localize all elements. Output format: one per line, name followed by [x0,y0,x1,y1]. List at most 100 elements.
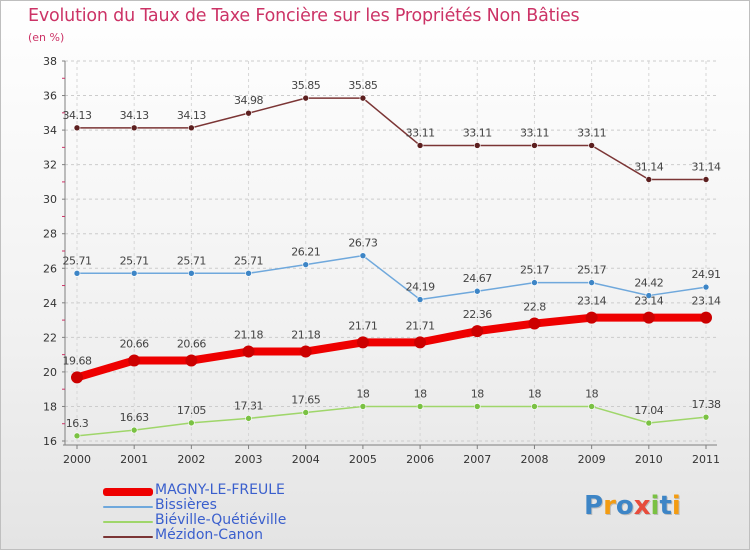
data-label-bissi-res: 24.42 [634,277,663,290]
series-line-bi-ville-qu-ti-ville [76,405,707,437]
data-label-m-zidon-canon: 34.13 [177,109,206,122]
data-label-bi-ville-qu-ti-ville: 17.05 [177,404,206,417]
data-label-bi-ville-qu-ti-ville: 16.3 [66,417,89,430]
data-label-magny-le-freule: 20.66 [177,338,206,351]
data-point-magny-le-freule [242,345,255,358]
logo-letter: P [584,491,604,521]
y-tick-label: 32 [43,159,57,172]
data-label-magny-le-freule: 21.71 [348,319,377,332]
logo-letter: o [615,491,634,521]
data-point-m-zidon-canon [188,124,195,132]
logo-letter: i [650,491,660,521]
data-label-magny-le-freule: 22.8 [523,301,546,314]
data-point-bissi-res [416,296,424,303]
data-point-m-zidon-canon [416,142,424,149]
data-label-m-zidon-canon: 35.85 [291,79,320,92]
y-tick-label: 34 [43,124,57,137]
data-point-magny-le-freule [299,345,312,358]
data-label-bi-ville-qu-ti-ville: 17.04 [634,404,663,417]
x-tick-label: 2005 [349,453,377,466]
data-label-magny-le-freule: 21.71 [406,319,435,332]
data-label-bi-ville-qu-ti-ville: 18 [471,387,484,400]
chart-title: Evolution du Taux de Taxe Foncière sur l… [28,6,580,26]
legend-swatch [103,488,153,496]
data-label-m-zidon-canon: 31.14 [692,160,721,173]
y-tick-label: 26 [43,262,57,275]
data-label-bi-ville-qu-ti-ville: 18 [528,387,541,400]
x-tick-label: 2009 [578,453,606,466]
data-point-bissi-res [531,279,538,286]
data-label-bi-ville-qu-ti-ville: 18 [356,387,369,400]
legend-label: Biéville-Quétiéville [155,512,287,528]
x-tick-label: 2006 [406,453,434,466]
data-point-magny-le-freule [128,354,141,367]
data-label-m-zidon-canon: 34.98 [234,94,263,107]
data-label-magny-le-freule: 19.68 [63,354,92,367]
series-line-bissi-res [76,254,707,301]
data-point-m-zidon-canon [473,142,481,149]
data-point-bissi-res [73,269,81,277]
x-tick-label: 2011 [692,453,720,466]
data-label-m-zidon-canon: 33.11 [520,126,549,139]
data-point-bi-ville-qu-ti-ville [588,403,595,410]
data-label-bissi-res: 25.17 [577,264,606,277]
data-label-magny-le-freule: 22.36 [463,308,492,321]
data-label-bissi-res: 25.71 [63,254,92,267]
data-label-m-zidon-canon: 33.11 [577,126,606,139]
y-tick-label: 36 [43,90,57,103]
data-label-bi-ville-qu-ti-ville: 18 [414,387,427,400]
data-point-bissi-res [359,252,367,259]
data-point-bi-ville-qu-ti-ville [302,409,310,416]
y-tick-label: 20 [43,366,57,379]
data-point-bi-ville-qu-ti-ville [473,403,481,410]
data-point-bi-ville-qu-ti-ville [416,403,424,410]
data-label-bi-ville-qu-ti-ville: 17.31 [234,399,263,412]
y-tick-label: 38 [43,55,57,68]
data-point-bissi-res [245,269,252,277]
chart-unit-label: (en %) [28,31,65,44]
data-label-magny-le-freule: 20.66 [120,338,149,351]
legend-label: MAGNY-LE-FREULE [155,482,285,498]
y-tick-label: 16 [43,435,57,448]
y-tick-label: 24 [43,297,57,310]
y-tick-label: 18 [43,400,57,413]
data-point-m-zidon-canon [359,94,367,102]
data-point-magny-le-freule [528,317,541,330]
data-point-bi-ville-qu-ti-ville [245,415,252,422]
x-tick-label: 2007 [463,453,491,466]
data-point-m-zidon-canon [588,142,595,149]
series-line-magny-le-freule [73,313,710,382]
data-point-magny-le-freule [585,311,598,324]
data-label-bissi-res: 25.17 [520,264,549,277]
y-tick-label: 22 [43,331,57,344]
data-point-magny-le-freule [71,371,83,384]
logo-letter: r [603,491,616,521]
data-label-m-zidon-canon: 33.11 [406,126,435,139]
data-label-m-zidon-canon: 33.11 [463,126,492,139]
data-point-bissi-res [473,287,481,295]
data-point-bissi-res [645,292,653,299]
data-point-m-zidon-canon [73,124,81,132]
y-tick-label: 30 [43,193,57,206]
data-point-magny-le-freule [700,311,712,324]
data-point-m-zidon-canon [302,94,310,102]
data-point-bi-ville-qu-ti-ville [531,403,538,410]
logo-letter: t [659,491,672,521]
data-point-bissi-res [702,283,710,291]
data-point-bissi-res [588,279,595,286]
data-label-bissi-res: 25.71 [120,254,149,267]
y-tick-label: 28 [43,228,57,241]
x-tick-label: 2008 [520,453,548,466]
proxiti-logo: Proxiti [584,491,681,521]
data-label-bissi-res: 26.73 [348,237,377,250]
data-point-bi-ville-qu-ti-ville [73,432,81,440]
legend-swatch [103,536,153,538]
data-point-bi-ville-qu-ti-ville [645,419,653,427]
data-point-magny-le-freule [471,325,484,338]
data-label-magny-le-freule: 23.14 [692,295,721,308]
logo-letter: i [671,491,681,521]
data-label-bi-ville-qu-ti-ville: 16.63 [120,411,149,424]
data-label-bi-ville-qu-ti-ville: 18 [585,387,598,400]
data-point-bissi-res [130,269,138,277]
